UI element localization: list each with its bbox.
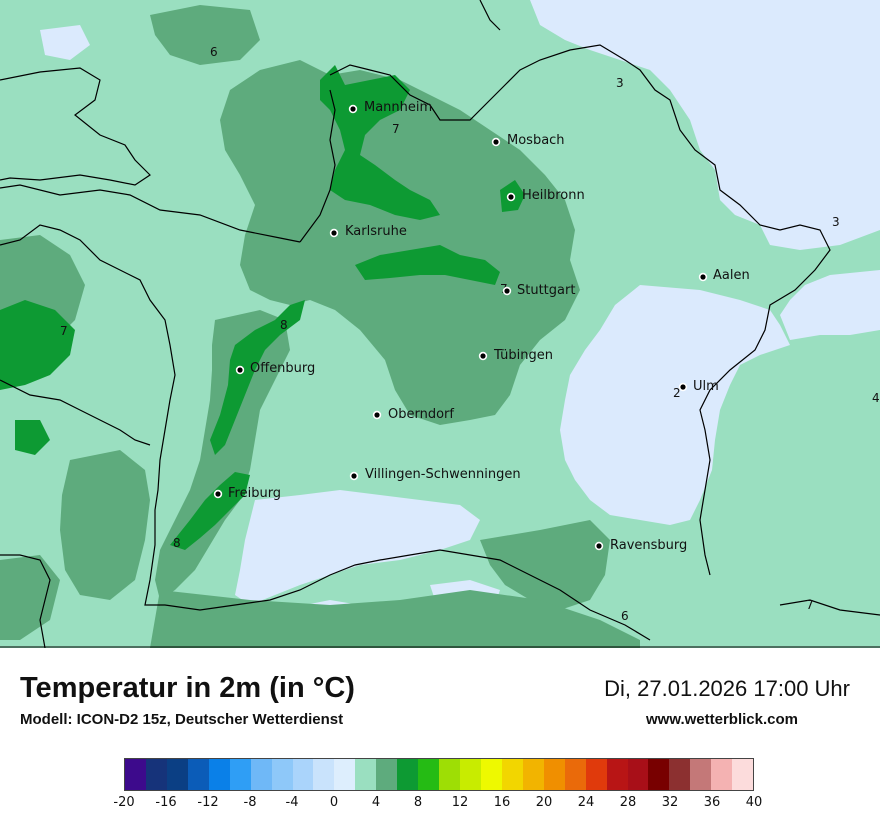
color-scale-tick-label: 40	[745, 795, 763, 810]
city-label: Ulm	[693, 379, 719, 394]
color-scale-tick-label: 24	[577, 795, 595, 810]
color-scale-bar	[124, 758, 754, 791]
color-scale-tick-label: 32	[661, 795, 679, 810]
city-ravensburg[interactable]: Ravensburg	[594, 538, 687, 553]
color-scale-tick-label: 8	[413, 795, 423, 810]
color-scale-tick-label: -20	[113, 795, 135, 810]
color-scale-segment	[501, 759, 523, 790]
color-scale-tick-label: -8	[243, 795, 257, 810]
footer: Temperatur in 2m (in °C) Modell: ICON-D2…	[0, 648, 880, 830]
map-title: Temperatur in 2m (in °C)	[20, 672, 355, 704]
color-scale-segment	[564, 759, 586, 790]
color-scale-segment	[690, 759, 712, 790]
color-scale-segment	[606, 759, 628, 790]
city-mannheim[interactable]: Mannheim	[348, 100, 432, 115]
city-label: Aalen	[713, 268, 750, 283]
color-scale-segment	[334, 759, 356, 790]
city-freiburg[interactable]: Freiburg	[213, 486, 281, 501]
city-label: Karlsruhe	[345, 224, 407, 239]
color-scale-segment	[480, 759, 502, 790]
color-scale-segment	[271, 759, 293, 790]
city-karlsruhe[interactable]: Karlsruhe	[329, 224, 407, 239]
isotherm-label: 7	[60, 324, 68, 338]
website-link[interactable]: www.wetterblick.com	[646, 711, 798, 728]
color-scale-segment	[711, 759, 733, 790]
city-tuebingen[interactable]: Tübingen	[478, 348, 553, 363]
city-aalen[interactable]: Aalen	[698, 268, 750, 283]
model-source: Modell: ICON-D2 15z, Deutscher Wetterdie…	[20, 711, 344, 728]
borders	[0, 0, 880, 648]
city-label: Heilbronn	[522, 188, 585, 203]
color-scale-segment	[648, 759, 670, 790]
city-label: Oberndorf	[388, 407, 454, 422]
color-scale-segment	[145, 759, 167, 790]
color-scale-tick-label: 28	[619, 795, 637, 810]
color-scale-ticks: -20 -16 -12 -8 -4 0 4 8 12 16 20 24 28 32 36 40	[113, 795, 762, 815]
color-scale-tick-label: 16	[493, 795, 511, 810]
isotherm-label: 8	[173, 536, 181, 550]
isotherm-label: 2	[673, 386, 681, 400]
city-label: Freiburg	[228, 486, 281, 501]
color-scale-segment	[313, 759, 335, 790]
city-label: Mannheim	[364, 100, 432, 115]
color-scale-segment	[669, 759, 691, 790]
city-stuttgart[interactable]: Stuttgart	[502, 283, 576, 298]
isotherm-label: 6	[621, 609, 629, 623]
city-label: Villingen-Schwenningen	[365, 467, 521, 482]
color-scale-segment	[376, 759, 398, 790]
color-scale-tick-label: 4	[371, 795, 381, 810]
isotherm-label: 4	[872, 391, 880, 405]
color-scale-segment	[229, 759, 251, 790]
isotherm-labels: 6 3 7 3 7 8 7 2 4 8 6 7	[60, 45, 880, 623]
city-label: Offenburg	[250, 361, 315, 376]
color-scale-segment	[166, 759, 188, 790]
isotherm-label: 8	[280, 318, 288, 332]
city-oberndorf[interactable]: Oberndorf	[372, 407, 455, 422]
color-scale-segment	[460, 759, 481, 790]
color-scale-segment	[397, 759, 419, 790]
color-scale-segment	[125, 759, 146, 790]
color-scale-segment	[732, 759, 754, 790]
city-label: Ravensburg	[610, 538, 687, 553]
color-scale-segment	[522, 759, 544, 790]
color-scale-segment	[292, 759, 314, 790]
forecast-datetime: Di, 27.01.2026 17:00 Uhr	[604, 676, 850, 701]
color-scale-segment	[355, 759, 377, 790]
color-scale-segment	[585, 759, 607, 790]
city-label: Tübingen	[493, 348, 553, 363]
isotherm-label: 7	[806, 598, 814, 612]
city-label: Mosbach	[507, 133, 565, 148]
color-scale-segment	[187, 759, 209, 790]
color-scale-segment	[208, 759, 230, 790]
isotherm-label: 7	[392, 122, 400, 136]
city-heilbronn[interactable]: Heilbronn	[506, 188, 585, 203]
city-offenburg[interactable]: Offenburg	[235, 361, 315, 376]
color-scale-tick-label: -12	[197, 795, 219, 810]
city-label: Stuttgart	[517, 283, 575, 298]
city-mosbach[interactable]: Mosbach	[491, 133, 565, 148]
isotherm-label: 3	[616, 76, 624, 90]
color-scale-segment	[627, 759, 649, 790]
color-scale-tick-label: -16	[155, 795, 177, 810]
color-scale-tick-label: -4	[285, 795, 299, 810]
cities: Mannheim Mosbach Heilbronn Karlsruhe Aal…	[213, 100, 750, 553]
city-villingen-schwenningen[interactable]: Villingen-Schwenningen	[349, 467, 521, 482]
warm-areas	[0, 65, 525, 550]
color-scale-tick-label: 36	[703, 795, 721, 810]
city-ulm[interactable]: Ulm	[678, 379, 719, 394]
isotherm-label: 3	[832, 215, 840, 229]
isotherm-label: 6	[210, 45, 218, 59]
color-scale-segment	[543, 759, 565, 790]
color-scale-tick-label: 20	[535, 795, 553, 810]
color-scale-segment	[418, 759, 440, 790]
color-scale-tick-label: 12	[451, 795, 469, 810]
color-scale-segment	[439, 759, 460, 790]
color-scale-segment	[250, 759, 272, 790]
mild-areas	[0, 5, 640, 648]
color-scale-tick-label: 0	[329, 795, 339, 810]
temperature-map: 6 3 7 3 7 8 7 2 4 8 6 7 Mannheim Mosbach…	[0, 0, 880, 648]
